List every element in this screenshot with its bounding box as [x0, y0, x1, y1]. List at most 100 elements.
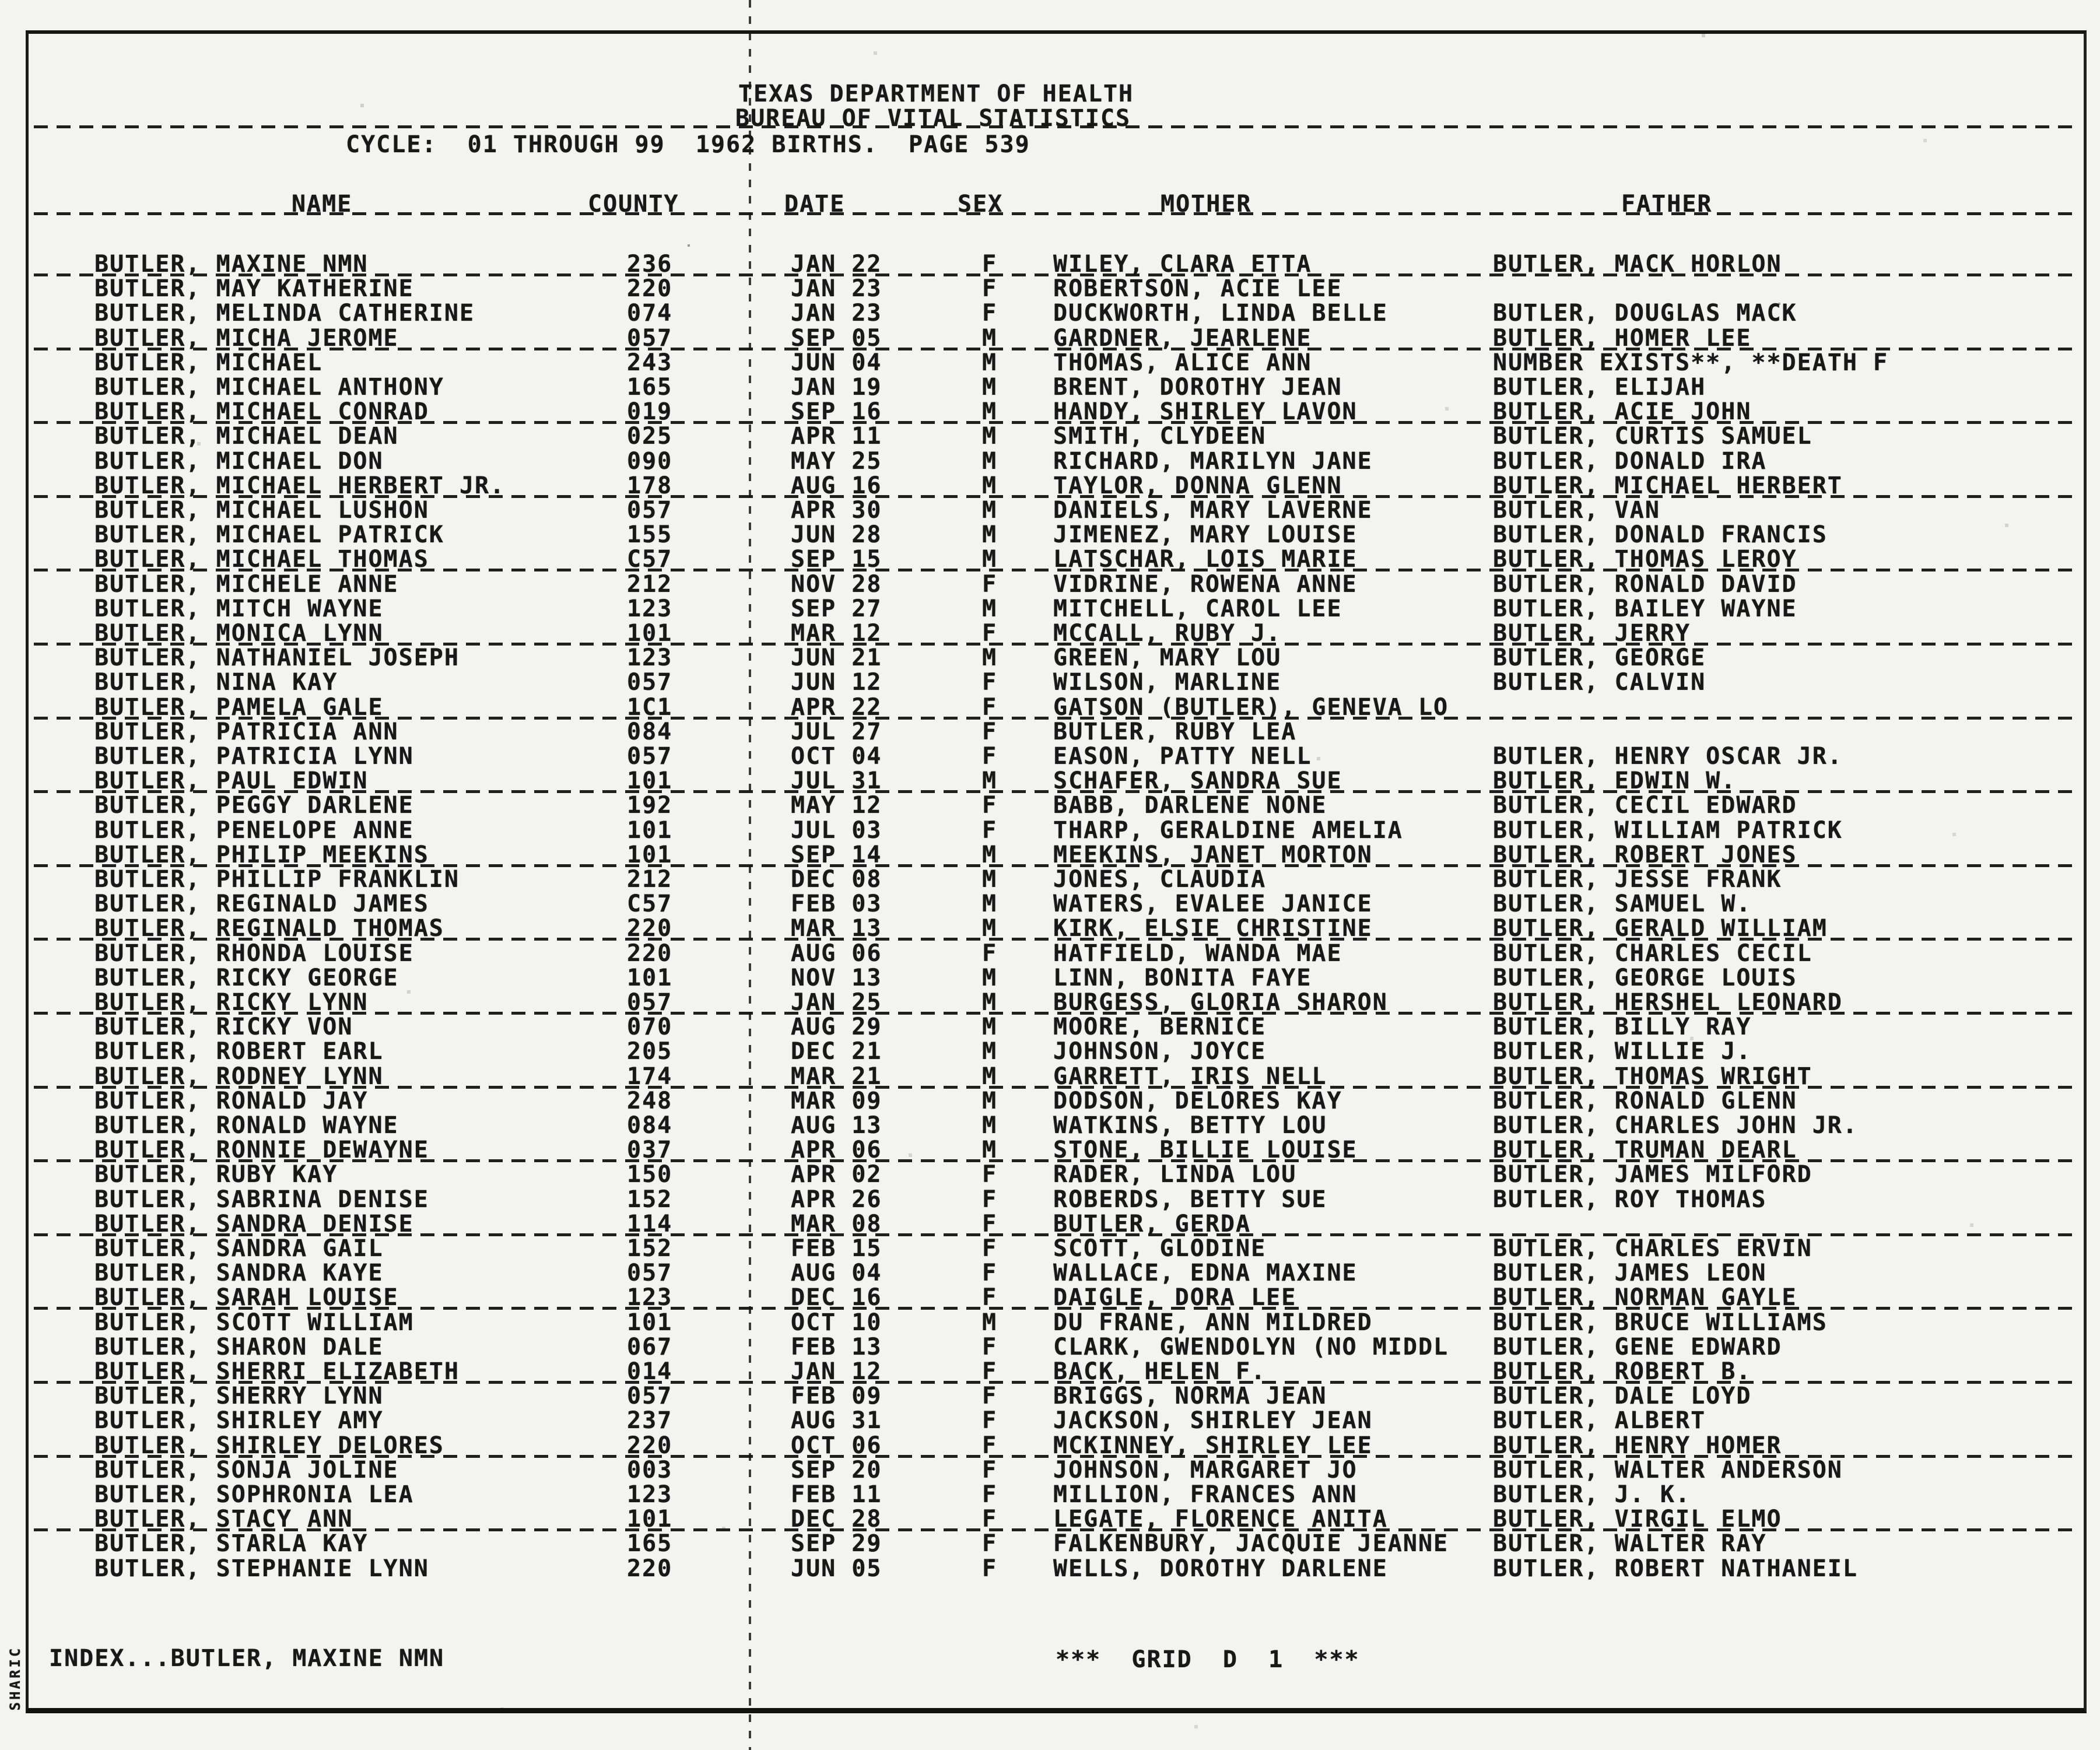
cell-county: 220: [627, 1555, 673, 1582]
table-row: BUTLER, MICHAEL THOMAS C57 SEP 15 M LATSCHAR…: [0, 548, 2100, 572]
cell-father: BUTLER, GEORGE: [1493, 644, 1706, 671]
cell-mother: TAYLOR, DONNA GLENN: [1053, 472, 1342, 499]
table-row: BUTLER, STACY ANN 101 DEC 28 F LEGATE, FLORE…: [0, 1507, 2100, 1532]
cell-date: JAN 23: [791, 275, 882, 302]
cell-name: BUTLER, SANDRA DENISE: [94, 1211, 414, 1237]
cell-name: BUTLER, SANDRA KAYE: [94, 1260, 384, 1286]
table-row: BUTLER, PEGGY DARLENE 192 MAY 12 F BABB, DAR…: [0, 794, 2100, 818]
table-row: BUTLER, MICHAEL CONRAD 019 SEP 16 M HANDY, S…: [0, 400, 2100, 425]
cell-county: 165: [627, 374, 673, 401]
cell-county: 123: [627, 1284, 673, 1311]
footer-grid-label: *** GRID D 1 ***: [1056, 1646, 1360, 1673]
table-row: BUTLER, SANDRA DENISE 114 MAR 08 F BUTLER, G…: [0, 1212, 2100, 1237]
cell-sex: M: [982, 965, 998, 991]
table-row: BUTLER, SHERRY LYNN 057 FEB 09 F BRIGGS, NOR…: [0, 1384, 2100, 1409]
cell-date: APR 30: [791, 497, 882, 524]
cell-father: BUTLER, SAMUEL W.: [1493, 890, 1752, 917]
cell-sex: M: [982, 546, 998, 573]
cell-date: MAY 12: [791, 792, 882, 819]
cell-county: 057: [627, 669, 673, 696]
cell-mother: JACKSON, SHIRLEY JEAN: [1053, 1407, 1373, 1434]
cell-father: BUTLER, GEORGE LOUIS: [1493, 965, 1797, 991]
cell-father: BUTLER, ROBERT NATHANEIL: [1493, 1555, 1858, 1582]
cell-date: FEB 15: [791, 1235, 882, 1262]
row-group-dashed-rule: [34, 1381, 2074, 1384]
cell-sex: F: [982, 1555, 998, 1582]
cell-name: BUTLER, MICHAEL DEAN: [94, 423, 399, 450]
cell-date: AUG 29: [791, 1013, 882, 1040]
cell-county: C57: [627, 890, 673, 917]
cell-mother: WATKINS, BETTY LOU: [1053, 1112, 1327, 1139]
cell-date: JUL 27: [791, 718, 882, 745]
row-group-dashed-rule: [34, 938, 2074, 941]
cell-date: AUG 13: [791, 1112, 882, 1139]
cell-mother: BABB, DARLENE NONE: [1053, 792, 1327, 819]
cell-county: 123: [627, 1481, 673, 1508]
cell-father: BUTLER, HERSHEL LEONARD: [1493, 989, 1843, 1016]
table-row: BUTLER, STEPHANIE LYNN 220 JUN 05 F WELLS, D…: [0, 1557, 2100, 1581]
cell-mother: BRENT, DOROTHY JEAN: [1053, 374, 1342, 401]
cell-mother: SCOTT, GLODINE: [1053, 1235, 1267, 1262]
cell-mother: DANIELS, MARY LAVERNE: [1053, 497, 1373, 524]
table-row: BUTLER, RICKY LYNN 057 JAN 25 M BURGESS, GLO…: [0, 991, 2100, 1015]
cell-name: BUTLER, REGINALD THOMAS: [94, 915, 444, 942]
cell-date: AUG 31: [791, 1407, 882, 1434]
cell-name: BUTLER, SOPHRONIA LEA: [94, 1481, 414, 1508]
cell-sex: M: [982, 521, 998, 548]
column-header-mother: MOTHER: [1161, 191, 1252, 218]
cell-father: BUTLER, ROY THOMAS: [1493, 1186, 1767, 1213]
cell-county: 123: [627, 644, 673, 671]
cell-county: 101: [627, 1506, 673, 1532]
agency-title: TEXAS DEPARTMENT OF HEALTH: [738, 80, 1134, 107]
cell-mother: EASON, PATTY NELL: [1053, 743, 1312, 770]
cell-date: AUG 16: [791, 472, 882, 499]
table-row: BUTLER, MICHAEL 243 JUN 04 M THOMAS, ALICE A…: [0, 351, 2100, 376]
cell-father: BUTLER, RONALD DAVID: [1493, 571, 1797, 598]
cell-name: BUTLER, RHONDA LOUISE: [94, 940, 414, 967]
cell-father: BUTLER, MICHAEL HERBERT: [1493, 472, 1843, 499]
cell-county: 070: [627, 1013, 673, 1040]
cell-mother: DU FRANE, ANN MILDRED: [1053, 1309, 1373, 1336]
row-group-dashed-rule: [34, 717, 2074, 720]
cell-father: BUTLER, HENRY HOMER: [1493, 1432, 1782, 1459]
cell-name: BUTLER, PENELOPE ANNE: [94, 817, 414, 844]
cell-mother: BURGESS, GLORIA SHARON: [1053, 989, 1388, 1016]
table-row: BUTLER, RUBY KAY 150 APR 02 F RADER, LINDA L…: [0, 1163, 2100, 1187]
cell-date: FEB 11: [791, 1481, 882, 1508]
cell-mother: WILSON, MARLINE: [1053, 669, 1282, 696]
cell-mother: BUTLER, RUBY LEA: [1053, 718, 1297, 745]
cell-father: BUTLER, WILLIE J.: [1493, 1038, 1752, 1065]
cell-name: BUTLER, SHARON DALE: [94, 1334, 384, 1360]
cell-date: JUN 28: [791, 521, 882, 548]
cell-date: JAN 19: [791, 374, 882, 401]
cell-sex: F: [982, 669, 998, 696]
cell-date: APR 26: [791, 1186, 882, 1213]
column-header-county: COUNTY: [588, 191, 679, 218]
column-header-name: NAME: [292, 191, 353, 218]
cell-mother: MEEKINS, JANET MORTON: [1053, 841, 1373, 868]
cell-mother: GATSON (BUTLER), GENEVA LO: [1053, 694, 1449, 721]
cell-sex: M: [982, 915, 998, 942]
cell-name: BUTLER, MICHA JEROME: [94, 325, 399, 352]
cell-mother: ROBERTSON, ACIE LEE: [1053, 275, 1342, 302]
cell-mother: DAIGLE, DORA LEE: [1053, 1284, 1297, 1311]
cell-county: 084: [627, 718, 673, 745]
cell-date: SEP 05: [791, 325, 882, 352]
cell-mother: GREEN, MARY LOU: [1053, 644, 1282, 671]
cell-sex: M: [982, 841, 998, 868]
cell-name: BUTLER, RUBY KAY: [94, 1161, 338, 1188]
cell-father: BUTLER, WALTER ANDERSON: [1493, 1457, 1843, 1484]
cell-name: BUTLER, MICHAEL DON: [94, 448, 384, 475]
cell-date: JUL 31: [791, 767, 882, 794]
cell-mother: BACK, HELEN F.: [1053, 1358, 1267, 1385]
cell-father: BUTLER, DOUGLAS MACK: [1493, 300, 1797, 327]
cell-county: 178: [627, 472, 673, 499]
cell-mother: DODSON, DELORES KAY: [1053, 1088, 1342, 1114]
cell-date: JUL 03: [791, 817, 882, 844]
cell-county: 037: [627, 1137, 673, 1163]
table-row: BUTLER, PENELOPE ANNE 101 JUL 03 F THARP, GE…: [0, 819, 2100, 843]
cell-county: 101: [627, 767, 673, 794]
table-row: BUTLER, SONJA JOLINE 003 SEP 20 F JOHNSON, M…: [0, 1458, 2100, 1483]
cell-sex: F: [982, 1260, 998, 1286]
cell-father: BUTLER, HOMER LEE: [1493, 325, 1752, 352]
